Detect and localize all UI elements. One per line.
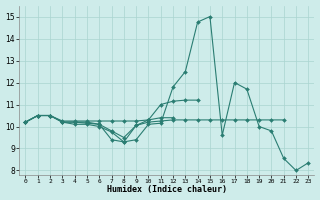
X-axis label: Humidex (Indice chaleur): Humidex (Indice chaleur) (107, 185, 227, 194)
